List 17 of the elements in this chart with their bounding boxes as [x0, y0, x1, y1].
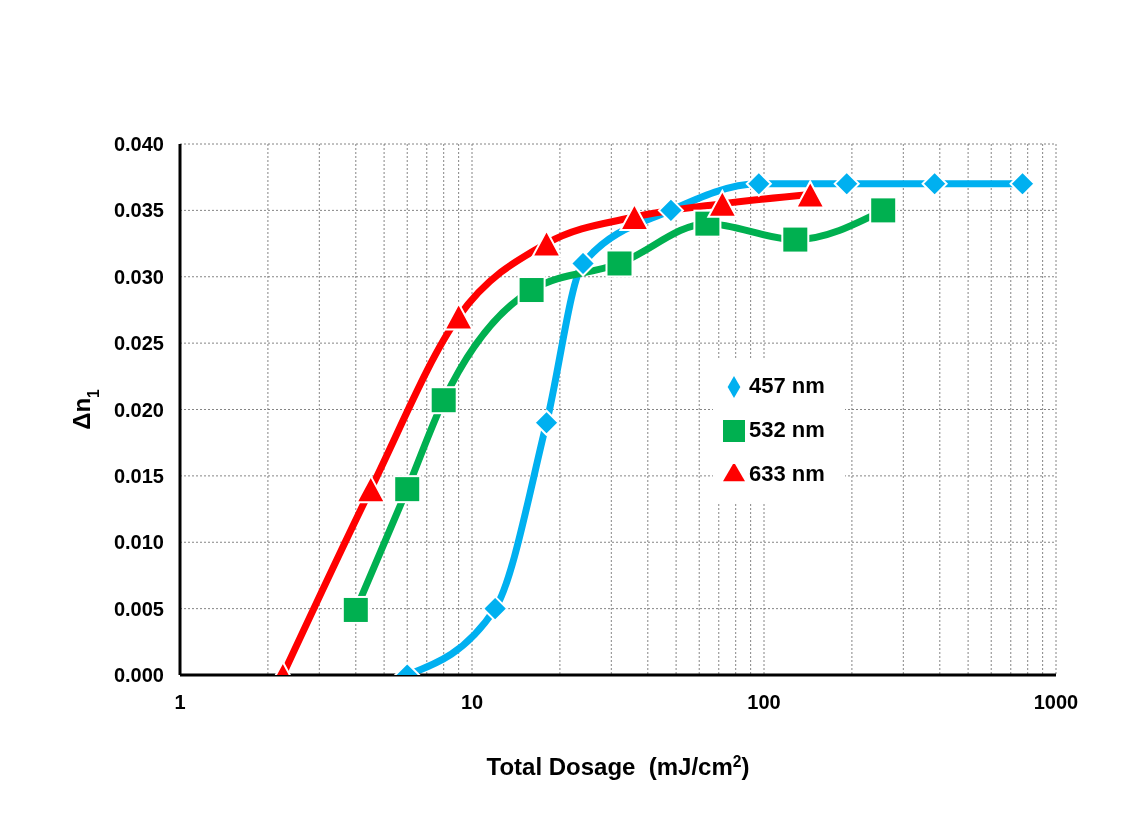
y-tick-label: 0.015 [113, 464, 164, 487]
y-tick-label: 0.040 [113, 133, 164, 156]
x-axis-title: Total Dosage (mJ/cm$^{2}$) [486, 752, 750, 780]
y-tick-label: 0.025 [113, 332, 164, 355]
y-tick-label: 0.020 [113, 398, 164, 421]
y-tick-label: 0.010 [113, 531, 164, 554]
legend-label: 532 nm [749, 417, 825, 442]
y-tick-label: 0.005 [113, 597, 164, 620]
y-tick-label: 0.030 [113, 265, 164, 288]
y-tick-label: 0.035 [113, 199, 164, 222]
x-tick-label: 1 [174, 691, 186, 714]
x-tick-label: 1000 [1033, 691, 1079, 714]
y-tick-label: 0.000 [113, 664, 164, 687]
legend-label: 633 nm [749, 461, 825, 486]
x-tick-label: 10 [460, 691, 484, 714]
x-tick-label: 100 [747, 691, 781, 714]
legend-label: 457 nm [749, 373, 825, 398]
